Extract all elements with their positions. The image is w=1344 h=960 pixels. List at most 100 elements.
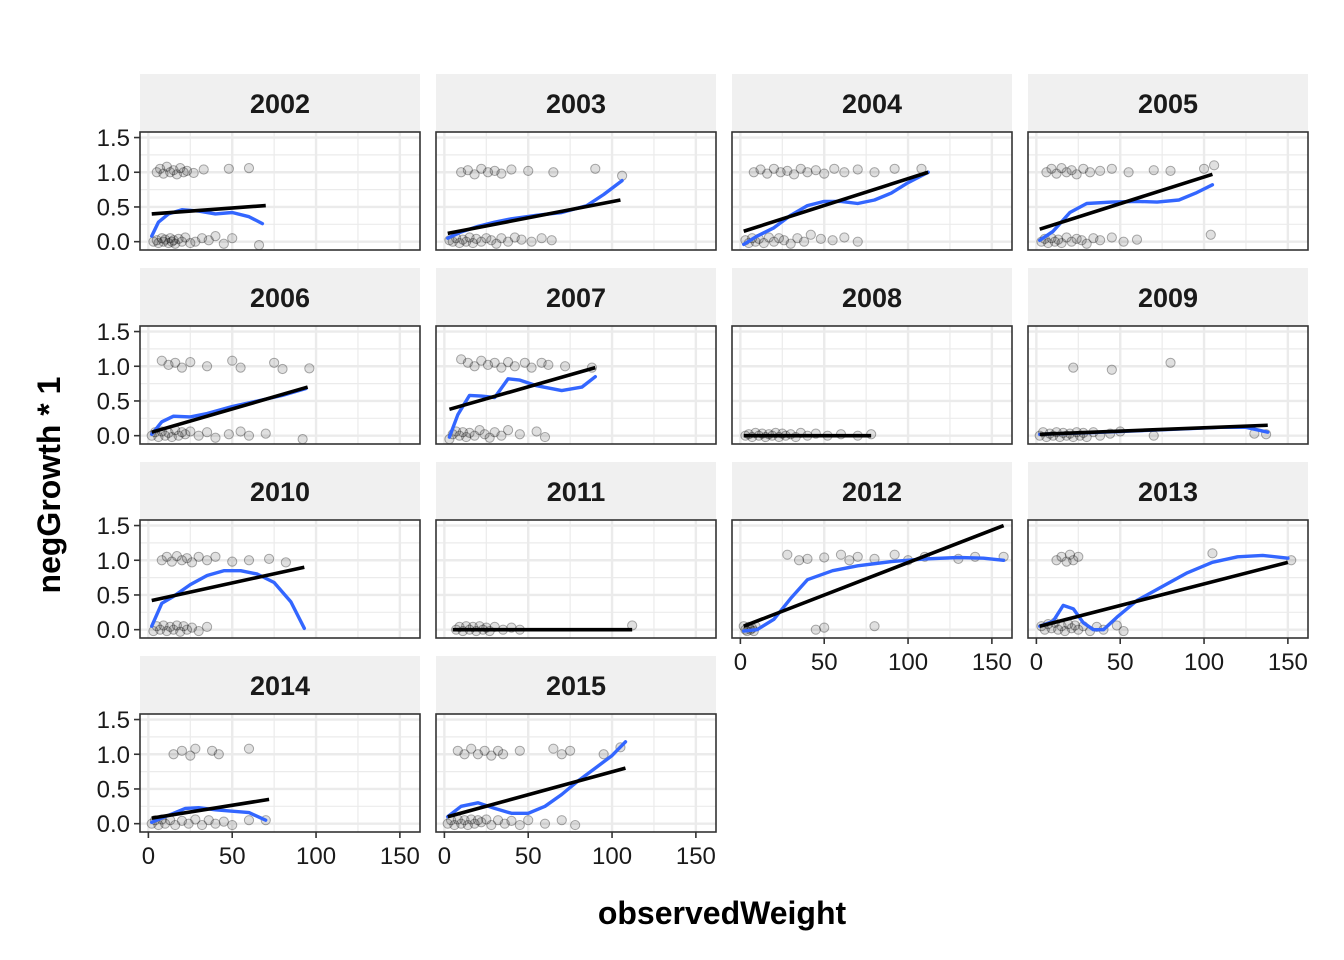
data-point [235,426,246,437]
panel-border [139,713,421,833]
panel-border [139,325,421,445]
data-point [1207,548,1218,559]
data-point [482,359,494,370]
x-tick-label: 0 [1030,649,1043,676]
data-point [176,362,188,373]
data-point [560,361,571,372]
data-point [304,363,315,374]
data-point [1061,556,1072,567]
data-point [176,555,188,566]
data-point [1066,165,1077,176]
data-point [186,622,198,633]
gridlines [1028,326,1308,444]
data-point [173,430,184,441]
facet-panel-2011: 2011 [435,462,717,639]
data-point [1061,232,1072,243]
data-point [827,235,838,246]
data-point [1084,167,1096,178]
facet-strip-label: 2006 [250,283,310,313]
data-point [253,240,265,250]
data-point [1068,555,1079,566]
linear-fit-line [151,385,309,434]
data-point [1076,235,1087,246]
smooth-fit-line [1038,183,1215,242]
facet-strip [140,656,420,714]
data-point [502,425,514,436]
data-point [155,624,166,635]
gridlines [140,132,420,250]
panel-border [435,325,717,445]
data-point [175,626,186,637]
facet-strip [1028,74,1308,132]
data-point [297,434,308,444]
linear-fit-line [743,523,1005,628]
data-point [223,163,234,174]
data-point [201,621,213,632]
facet-panel-2002: 2002 0.0 0.5 1.0 1.5 [97,74,421,256]
plot-marks [738,523,1009,637]
data-point [782,165,793,176]
data-point [457,427,468,438]
data-point [168,165,179,176]
data-point [462,819,473,831]
data-point [442,818,453,829]
data-point [1094,235,1106,246]
data-point [1056,162,1067,174]
x-tick-label: 0 [734,649,747,676]
data-point [186,557,198,568]
panel-border [435,131,717,251]
data-point [469,361,480,372]
plot-marks [1036,548,1297,637]
gridlines [436,714,716,832]
linear-fit-line [447,766,626,819]
data-point [449,819,460,831]
facet-panel-2003: 2003 [435,74,717,251]
data-point [227,556,238,567]
facet-panel-2010: 2010 0.0 0.5 1.0 1.5 [97,462,421,644]
panel-border [1027,519,1309,639]
data-point [852,551,863,562]
data-point [1106,232,1117,243]
panel-border [139,131,421,251]
data-point [1209,160,1220,171]
panel-border [435,713,717,833]
data-point [193,551,204,562]
data-point [852,164,863,175]
data-point [181,165,193,176]
data-point [464,427,475,438]
plot-marks [148,550,306,637]
data-point [461,236,472,247]
data-point [489,357,500,368]
data-point [235,362,246,373]
data-point [514,819,525,831]
data-point [158,168,169,179]
data-point [176,815,188,826]
data-point [844,555,855,566]
data-point [170,357,181,368]
data-point [227,819,238,831]
gridlines [436,132,716,250]
data-point [531,426,542,437]
linear-fit-line [447,198,621,236]
panel-border [731,131,1013,251]
data-point [539,431,551,443]
data-point [161,625,172,637]
data-point [185,356,196,368]
linear-fit-line [151,565,305,603]
data-point [546,235,557,246]
x-axis-title: observedWeight [598,895,847,931]
data-point [171,550,182,562]
data-point [467,237,478,249]
data-point [196,819,208,831]
facet-panel-2013: 2013 0 50 100 150 [1027,462,1309,676]
data-point [810,165,821,176]
data-point [474,425,485,436]
x-tick-label: 150 [1268,649,1308,676]
data-point [193,430,204,441]
facet-strip-label: 2012 [842,477,902,507]
data-point [793,555,805,566]
data-point [782,549,793,560]
facet-strip [732,268,1012,326]
data-point [161,551,172,562]
y-tick-label: 1.5 [97,319,130,346]
